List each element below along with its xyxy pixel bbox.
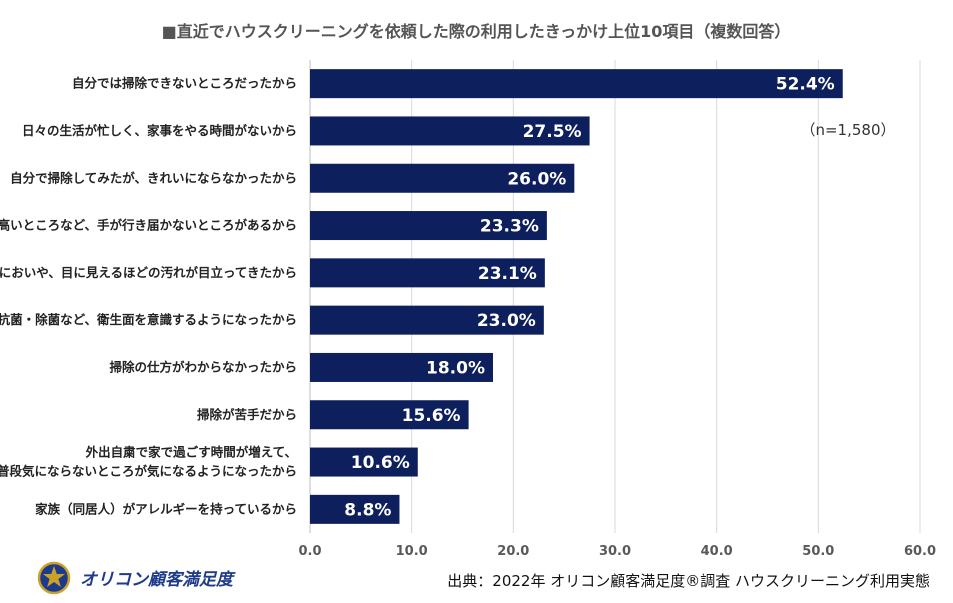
x-tick-label: 30.0 [599,544,631,559]
x-tick-label: 10.0 [396,544,428,559]
source-text: 出典：2022年 オリコン顧客満足度®調査 ハウスクリーニング利用実態 [447,572,930,590]
data-label: 23.0% [477,311,536,331]
data-label: 18.0% [426,358,485,378]
bar [310,494,400,524]
bar [310,400,469,430]
data-label: 23.1% [478,264,537,284]
category-label: 外出自粛で家で過ごす時間が増えて、普段気にならないところが気になるようになったか… [0,445,297,479]
x-tick-label: 20.0 [497,544,529,559]
category-label: 高いところなど、手が行き届かないところがあるから [0,218,297,233]
bar [310,211,547,241]
category-labels: 自分では掃除できないところだったから日々の生活が忙しく、家事をやる時間がないから… [0,76,297,517]
bar [310,258,545,288]
chart-title: ■直近でハウスクリーニングを依頼した際の利用したきっかけ上位10項目（複数回答） [162,22,791,41]
x-tick-label: 60.0 [904,544,936,559]
x-tick-label: 40.0 [701,544,733,559]
x-tick-label: 0.0 [298,544,321,559]
category-label: 掃除の仕方がわからなかったから [109,359,297,374]
data-label: 8.8% [344,500,391,520]
category-label: 自分では掃除できないところだったから [72,76,297,91]
value-labels: 52.4% 27.5% 26.0% 23.3% 23.1% 23.0% 18.0% 15.6%… [344,75,834,521]
data-label: 15.6% [402,406,461,426]
category-label: 家族（同居人）がアレルギーを持っているから [35,501,297,516]
brand-logo: オリコン顧客満足度 [37,561,236,595]
data-label: 10.6% [351,453,410,473]
category-label: 自分で掃除してみたが、きれいにならなかったから [10,170,297,185]
data-label: 27.5% [523,122,582,142]
category-label: 掃除が苦手だから [197,407,297,422]
category-label: においや、目に見えるほどの汚れが目立ってきたから [0,265,297,280]
brand-name: オリコン顧客満足度 [80,570,236,590]
data-label: 26.0% [507,169,566,189]
sample-size-note: （n=1,580） [800,121,895,139]
category-label: 抗菌・除菌など、衛生面を意識するようになったから [0,312,297,327]
bars [310,69,843,524]
category-label: 日々の生活が忙しく、家事をやる時間がないから [22,123,297,138]
bar [310,163,575,193]
data-label: 52.4% [776,75,835,95]
bar [310,69,843,99]
bar [310,447,418,477]
x-tick-labels: 0.0 10.0 20.0 30.0 40.0 50.0 60.0 [298,544,936,559]
bar [310,305,544,335]
bar [310,352,493,382]
data-label: 23.3% [480,217,539,237]
x-tick-label: 50.0 [802,544,834,559]
bar [310,116,590,146]
medal-icon [37,561,71,595]
